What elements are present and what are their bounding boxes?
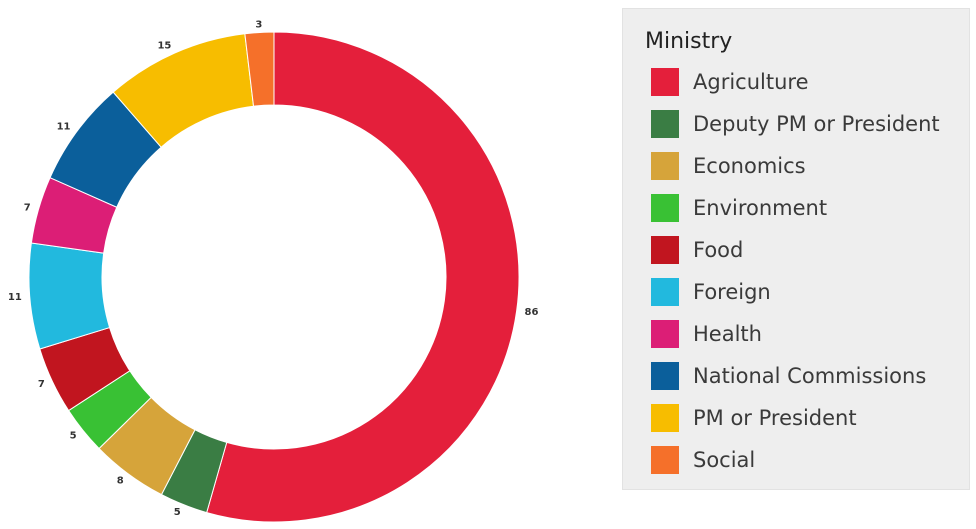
- value-label-foreign: 11: [8, 292, 22, 303]
- legend-label: Foreign: [693, 280, 771, 304]
- legend-swatch: [651, 68, 679, 96]
- legend: Ministry Agriculture Deputy PM or Preside…: [622, 8, 970, 490]
- value-label-health: 7: [24, 202, 31, 213]
- legend-item-pm-or-president: PM or President: [651, 397, 940, 439]
- legend-label: Food: [693, 238, 744, 262]
- legend-item-national-commissions: National Commissions: [651, 355, 940, 397]
- legend-label: Agriculture: [693, 70, 809, 94]
- legend-item-economics: Economics: [651, 145, 940, 187]
- legend-item-foreign: Foreign: [651, 271, 940, 313]
- legend-swatch: [651, 236, 679, 264]
- legend-swatch: [651, 110, 679, 138]
- legend-label: Economics: [693, 154, 806, 178]
- value-label-environment: 5: [70, 430, 77, 441]
- legend-label: Deputy PM or President: [693, 112, 940, 136]
- legend-item-food: Food: [651, 229, 940, 271]
- legend-swatch: [651, 320, 679, 348]
- legend-item-health: Health: [651, 313, 940, 355]
- legend-label: Social: [693, 448, 756, 472]
- legend-swatch: [651, 362, 679, 390]
- legend-swatch: [651, 194, 679, 222]
- value-label-national-commissions: 11: [57, 122, 71, 133]
- legend-swatch: [651, 404, 679, 432]
- legend-item-social: Social: [651, 439, 940, 481]
- slice-value-labels: 86 5 8 5 7 11 7 11 15 3: [8, 19, 539, 518]
- legend-items: Agriculture Deputy PM or President Economi…: [651, 61, 940, 481]
- legend-label: Health: [693, 322, 762, 346]
- value-label-economics: 8: [117, 475, 124, 486]
- value-label-social: 3: [255, 19, 262, 30]
- legend-label: National Commissions: [693, 364, 927, 388]
- legend-swatch: [651, 152, 679, 180]
- legend-item-environment: Environment: [651, 187, 940, 229]
- value-label-agriculture: 86: [525, 307, 539, 318]
- legend-swatch: [651, 278, 679, 306]
- legend-swatch: [651, 446, 679, 474]
- legend-item-agriculture: Agriculture: [651, 61, 940, 103]
- donut-slices: [28, 31, 520, 523]
- slice-social: [244, 31, 275, 107]
- value-label-pm-or-president: 15: [157, 41, 171, 52]
- legend-label: PM or President: [693, 406, 857, 430]
- legend-label: Environment: [693, 196, 828, 220]
- legend-item-deputy-pm-or-president: Deputy PM or President: [651, 103, 940, 145]
- value-label-food: 7: [38, 379, 45, 390]
- legend-title: Ministry: [645, 29, 733, 54]
- slice-agriculture: [206, 31, 520, 523]
- value-label-deputy-pm-or-president: 5: [174, 507, 181, 518]
